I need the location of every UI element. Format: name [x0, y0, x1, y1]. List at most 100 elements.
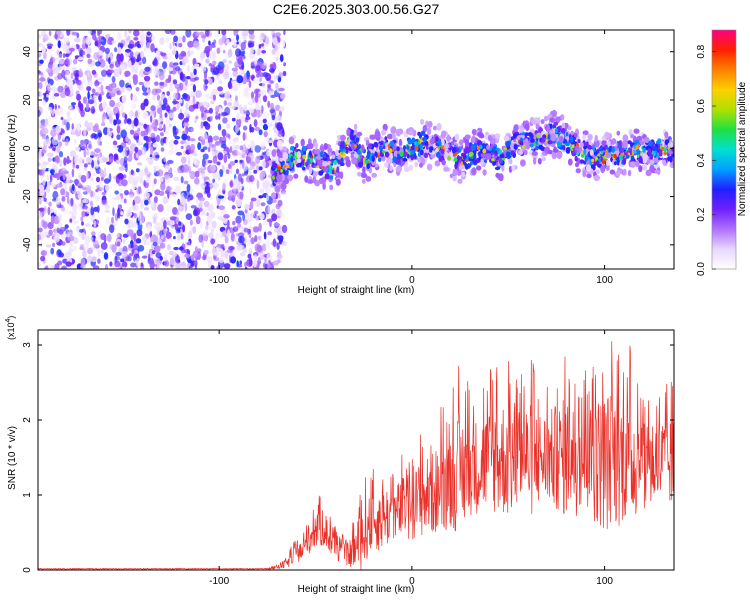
- noise-blob: [202, 255, 207, 261]
- noise-blob: [38, 34, 42, 39]
- noise-blob: [121, 261, 128, 268]
- noise-blob: [190, 205, 197, 209]
- noise-blob: [45, 265, 49, 269]
- noise-blob: [149, 146, 154, 155]
- signal-blob: [288, 136, 295, 145]
- noise-blob: [47, 45, 52, 50]
- noise-blob: [53, 93, 60, 97]
- noise-blob: [201, 173, 206, 178]
- noise-blob: [184, 58, 190, 63]
- signal-blob: [530, 138, 535, 144]
- noise-blob: [244, 204, 251, 210]
- noise-blob: [268, 90, 273, 96]
- noise-blob: [159, 81, 165, 86]
- noise-blob: [204, 122, 211, 130]
- snr-y-tick-label: 3: [22, 342, 33, 348]
- noise-blob: [66, 121, 70, 131]
- signal-blob: [345, 140, 348, 145]
- noise-blob: [38, 150, 42, 160]
- noise-blob: [227, 229, 231, 238]
- noise-blob: [161, 95, 165, 99]
- noise-blob: [276, 242, 280, 250]
- noise-blob: [117, 204, 123, 210]
- signal-blob: [392, 132, 396, 140]
- noise-blob: [57, 105, 61, 109]
- noise-blob: [42, 34, 49, 41]
- noise-blob: [80, 216, 84, 222]
- noise-blob: [221, 137, 226, 142]
- noise-blob: [124, 30, 128, 38]
- noise-blob: [121, 94, 127, 104]
- noise-blob: [195, 90, 202, 98]
- noise-blob: [184, 78, 188, 86]
- noise-blob: [99, 141, 102, 146]
- signal-blob: [604, 131, 610, 139]
- noise-blob: [71, 183, 75, 191]
- noise-blob: [117, 101, 121, 108]
- noise-blob: [70, 197, 74, 207]
- noise-blob: [153, 245, 161, 253]
- noise-blob: [264, 239, 271, 249]
- signal-blob: [389, 148, 393, 154]
- signal-blob: [499, 153, 505, 159]
- signal-blob: [593, 151, 598, 156]
- noise-blob: [222, 230, 227, 237]
- noise-blob: [167, 95, 172, 101]
- signal-blob: [412, 129, 417, 137]
- noise-blob: [257, 235, 262, 240]
- noise-blob: [178, 36, 182, 42]
- noise-blob: [242, 125, 248, 131]
- signal-blob: [617, 144, 622, 149]
- noise-blob: [182, 164, 190, 173]
- signal-blob: [531, 119, 537, 125]
- noise-blob: [213, 39, 217, 45]
- noise-blob: [54, 235, 60, 243]
- noise-blob: [266, 150, 272, 157]
- noise-blob: [158, 100, 162, 106]
- noise-blob: [130, 262, 137, 268]
- signal-blob: [591, 158, 595, 163]
- signal-blob: [361, 173, 368, 178]
- noise-blob: [240, 42, 246, 51]
- colorbar-tick-label: 0.6: [696, 99, 707, 113]
- noise-blob: [156, 107, 163, 115]
- noise-blob: [235, 168, 240, 175]
- noise-blob: [100, 90, 105, 96]
- noise-blob: [272, 260, 280, 266]
- noise-blob: [272, 238, 277, 248]
- noise-blob: [58, 59, 65, 65]
- signal-blob: [368, 143, 372, 150]
- noise-blob: [139, 202, 144, 210]
- noise-blob: [172, 50, 177, 55]
- noise-blob: [168, 139, 175, 149]
- signal-blob: [587, 134, 593, 141]
- noise-blob: [216, 161, 221, 166]
- noise-blob: [73, 58, 78, 65]
- noise-blob: [133, 117, 139, 127]
- signal-blob: [307, 142, 314, 150]
- noise-blob: [204, 46, 211, 54]
- noise-blob: [211, 151, 216, 157]
- noise-blob: [148, 253, 151, 262]
- noise-blob: [66, 155, 70, 165]
- noise-blob: [66, 195, 70, 205]
- signal-blob: [622, 168, 627, 176]
- noise-blob: [106, 106, 112, 115]
- noise-blob: [218, 205, 226, 211]
- noise-blob: [228, 60, 233, 64]
- signal-blob: [316, 155, 322, 160]
- noise-blob: [139, 69, 146, 78]
- noise-blob: [121, 179, 128, 187]
- noise-blob: [141, 235, 148, 242]
- noise-blob: [163, 123, 166, 133]
- signal-blob: [593, 174, 601, 181]
- signal-blob: [371, 172, 378, 178]
- noise-blob: [157, 204, 164, 213]
- noise-blob: [270, 102, 274, 110]
- signal-blob: [511, 164, 516, 172]
- signal-blob: [471, 167, 477, 176]
- signal-blob: [322, 161, 328, 167]
- noise-blob: [152, 61, 156, 66]
- noise-blob: [175, 229, 181, 234]
- noise-blob: [256, 198, 261, 208]
